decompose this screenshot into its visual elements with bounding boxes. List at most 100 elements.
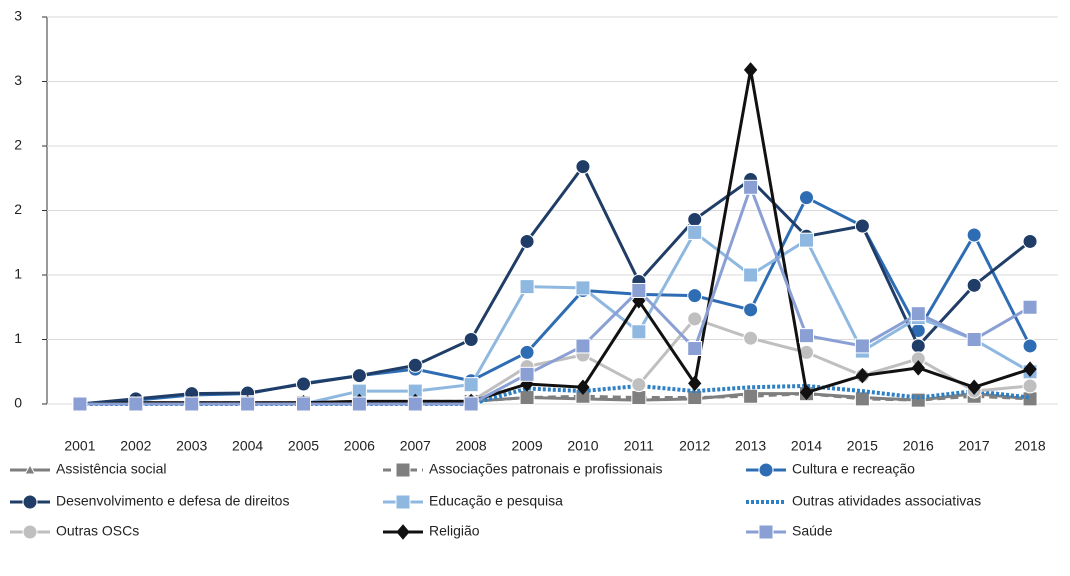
marker [575, 159, 591, 175]
line [79, 69, 1031, 406]
legend-label: Desenvolvimento e defesa de direitos [56, 493, 289, 509]
marker [296, 376, 311, 392]
legend-label: Associações patronais e profissionais [429, 461, 662, 477]
marker [910, 338, 926, 354]
marker [22, 524, 38, 540]
marker [351, 368, 367, 384]
marker [631, 282, 647, 298]
line [79, 230, 1031, 406]
x-tick-label: 2004 [232, 438, 263, 454]
marker [1023, 361, 1037, 377]
marker [687, 341, 703, 357]
marker [575, 338, 591, 354]
marker [687, 311, 703, 327]
marker [1022, 391, 1038, 407]
x-tick-label: 2005 [288, 438, 319, 454]
marker [966, 227, 982, 243]
marker [687, 212, 703, 228]
line [79, 383, 1031, 406]
marker [519, 344, 535, 360]
marker [407, 396, 423, 412]
marker [24, 463, 36, 475]
x-tick-label: 2009 [511, 438, 542, 454]
series [79, 383, 1031, 406]
marker [743, 179, 759, 195]
marker [743, 388, 759, 404]
marker [911, 360, 925, 376]
legend-label: Outras atividades associativas [792, 493, 981, 509]
marker [855, 367, 870, 384]
legend-label: Saúde [792, 523, 833, 539]
marker [758, 462, 774, 478]
x-tick-label: 2001 [64, 438, 95, 454]
marker [687, 224, 703, 240]
x-tick-label: 2018 [1014, 438, 1045, 454]
y-tick-label: 1 [14, 266, 22, 282]
y-tick-label: 2 [14, 201, 22, 217]
marker [631, 390, 647, 406]
marker [519, 233, 535, 249]
x-tick-label: 2014 [791, 438, 822, 454]
marker [395, 494, 411, 510]
marker [463, 377, 479, 393]
marker [799, 328, 814, 344]
marker [854, 338, 870, 354]
series [72, 190, 1038, 412]
marker [575, 280, 591, 296]
marker [395, 462, 411, 478]
marker [743, 330, 759, 346]
y-tick-label: 1 [14, 330, 22, 346]
x-tick-label: 2010 [567, 438, 598, 454]
x-tick-label: 2017 [959, 438, 990, 454]
y-tick-label: 2 [14, 137, 22, 153]
marker [966, 277, 982, 293]
marker [407, 357, 423, 373]
marker [519, 366, 535, 382]
marker [799, 232, 814, 248]
marker [687, 288, 703, 304]
marker [576, 379, 590, 395]
marker [854, 391, 870, 407]
legend-label: Outras OSCs [56, 523, 139, 539]
x-tick-label: 2011 [624, 438, 654, 454]
x-tick-label: 2016 [903, 438, 934, 454]
marker [631, 324, 647, 340]
marker [910, 306, 926, 322]
marker [966, 332, 982, 347]
legend-label: Religião [429, 523, 480, 539]
marker [799, 190, 814, 206]
x-tick-label: 2002 [120, 438, 151, 454]
y-tick-label: 0 [14, 395, 22, 411]
marker [743, 267, 759, 283]
legend-label: Assistência social [56, 461, 167, 477]
x-tick-label: 2012 [679, 438, 710, 454]
marker [128, 396, 144, 412]
marker [1022, 338, 1038, 354]
marker [351, 396, 367, 412]
marker [799, 384, 814, 401]
marker [519, 279, 535, 295]
marker [240, 396, 256, 412]
line [79, 163, 1031, 406]
line [79, 182, 1031, 406]
x-tick-label: 2003 [176, 438, 207, 454]
marker [519, 390, 535, 406]
y-tick-label: 3 [14, 72, 22, 88]
marker [1022, 299, 1038, 315]
marker [296, 396, 311, 412]
series [72, 224, 1038, 412]
marker [688, 375, 702, 392]
x-tick-label: 2006 [344, 438, 375, 454]
legend-label: Cultura e recreação [792, 461, 915, 477]
marker [463, 332, 479, 347]
marker [72, 396, 88, 412]
marker [1022, 378, 1038, 394]
marker [631, 377, 647, 393]
x-tick-label: 2013 [735, 438, 766, 454]
marker [758, 524, 774, 540]
x-tick-label: 2008 [456, 438, 487, 454]
marker [184, 396, 200, 412]
marker [463, 396, 479, 412]
marker [1022, 233, 1038, 249]
